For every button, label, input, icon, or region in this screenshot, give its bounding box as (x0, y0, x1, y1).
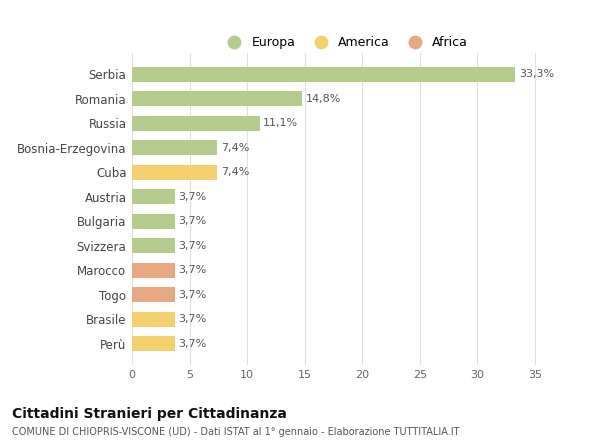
Bar (132, 263, 175, 278)
Text: 3,7%: 3,7% (178, 241, 206, 251)
Bar (132, 238, 175, 253)
Bar (132, 116, 260, 131)
Legend: Europa, America, Africa: Europa, America, Africa (217, 31, 473, 54)
Text: 3,7%: 3,7% (178, 192, 206, 202)
Text: 7,4%: 7,4% (221, 167, 249, 177)
Text: 3,7%: 3,7% (178, 339, 206, 348)
Bar (132, 92, 302, 106)
Text: 7,4%: 7,4% (221, 143, 249, 153)
Bar (132, 140, 217, 155)
Bar (132, 287, 175, 302)
Bar (132, 165, 217, 180)
Text: 3,7%: 3,7% (178, 290, 206, 300)
Bar (132, 336, 175, 351)
Bar (132, 214, 175, 229)
Bar (132, 189, 175, 204)
Text: 3,7%: 3,7% (178, 314, 206, 324)
Text: Cittadini Stranieri per Cittadinanza: Cittadini Stranieri per Cittadinanza (12, 407, 287, 421)
Text: 3,7%: 3,7% (178, 216, 206, 226)
Text: COMUNE DI CHIOPRIS-VISCONE (UD) - Dati ISTAT al 1° gennaio - Elaborazione TUTTIT: COMUNE DI CHIOPRIS-VISCONE (UD) - Dati I… (12, 427, 460, 437)
Text: 11,1%: 11,1% (263, 118, 298, 128)
Bar (132, 67, 515, 82)
Text: 14,8%: 14,8% (306, 94, 341, 104)
Bar (132, 312, 175, 326)
Text: 33,3%: 33,3% (519, 70, 554, 79)
Text: 3,7%: 3,7% (178, 265, 206, 275)
